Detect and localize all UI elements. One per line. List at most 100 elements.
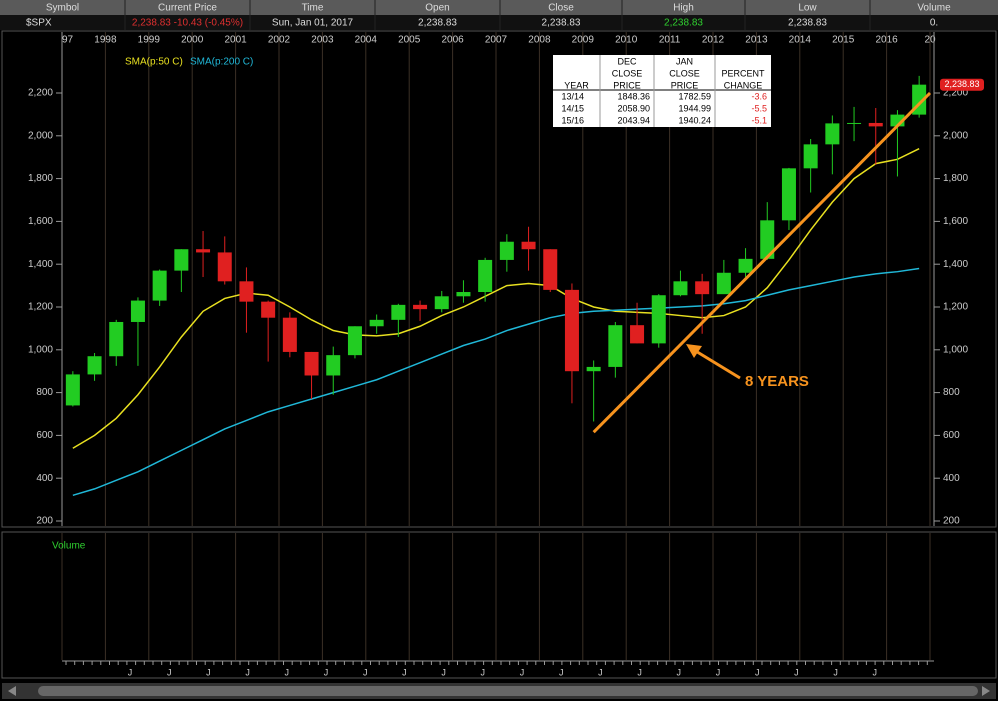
volume-tick-label: J — [873, 667, 878, 677]
x-tick-label: 1999 — [138, 35, 161, 46]
candle-body — [521, 241, 536, 250]
table-cell: -5.1 — [751, 115, 767, 125]
candle-body — [391, 304, 406, 320]
table-header: PERCENT — [721, 68, 765, 78]
header-bar — [0, 0, 998, 15]
x-tick-label: 2000 — [181, 35, 204, 46]
x-tick-label: 2009 — [572, 35, 595, 46]
header-value: 2,238.83 — [542, 18, 581, 29]
header-label: Open — [425, 3, 449, 14]
x-tick-label: 2005 — [398, 35, 421, 46]
y-tick-label-right: 2,200 — [943, 88, 968, 99]
trend-line — [592, 91, 932, 434]
y-tick-label-right: 1,800 — [943, 173, 968, 184]
table-header: CHANGE — [724, 80, 763, 90]
y-tick-label: 2,200 — [28, 88, 53, 99]
x-tick-label: 2011 — [659, 35, 681, 46]
volume-pane — [1, 531, 997, 679]
y-tick-label: 1,800 — [28, 173, 53, 184]
candle-body — [217, 252, 232, 282]
candle-body — [630, 325, 645, 344]
x-tick-label: 2004 — [355, 35, 378, 46]
table-cell: -3.6 — [751, 91, 767, 101]
price-pane — [1, 30, 997, 528]
x-tick-label: 2007 — [485, 35, 508, 46]
candle-body — [65, 374, 80, 406]
candle-body — [347, 326, 362, 356]
volume-tick-label: J — [677, 667, 682, 677]
y-tick-label: 800 — [36, 387, 53, 398]
table-header: PRICE — [671, 80, 699, 90]
volume-tick-label: J — [794, 667, 799, 677]
y-tick-label: 2,000 — [28, 130, 53, 141]
table-cell: 13/14 — [561, 91, 584, 101]
candle-body — [174, 249, 189, 271]
x-tick-label: 2012 — [702, 35, 725, 46]
table-cell: 2043.94 — [617, 115, 650, 125]
y-tick-label-right: 600 — [943, 430, 960, 441]
candle-body — [434, 296, 449, 310]
header-value: Sun, Jan 01, 2017 — [272, 18, 354, 29]
header-label: High — [673, 3, 694, 14]
legend-entry: SMA(p:200 C) — [190, 57, 253, 68]
candle-body — [109, 321, 124, 357]
candle-body — [152, 270, 167, 301]
y-tick-label: 600 — [36, 430, 53, 441]
table-cell: 2058.90 — [617, 103, 650, 113]
volume-tick-label: J — [716, 667, 721, 677]
y-tick-label-right: 200 — [943, 516, 960, 527]
table-cell: 1944.99 — [678, 103, 711, 113]
volume-tick-label: J — [324, 667, 329, 677]
table-header: PRICE — [613, 80, 641, 90]
candle-body — [499, 241, 514, 260]
sma-line — [72, 147, 920, 449]
header-value: 0. — [930, 18, 938, 29]
candle-body — [868, 122, 883, 127]
y-tick-label: 400 — [36, 473, 53, 484]
x-tick-label: 2016 — [875, 35, 898, 46]
x-tick-label: 2010 — [615, 35, 638, 46]
header-value: 2,238.83 — [664, 18, 703, 29]
header-value: $SPX — [26, 18, 52, 29]
table-header: JAN — [676, 56, 693, 66]
y-tick-label-right: 800 — [943, 387, 960, 398]
sma-line — [72, 267, 920, 497]
candle-body — [608, 325, 623, 367]
table-bg — [553, 55, 771, 127]
candle-body — [825, 123, 840, 145]
header-value: 2,238.83 — [418, 18, 457, 29]
scroll-right[interactable] — [982, 686, 990, 696]
header-label: Symbol — [46, 3, 79, 14]
volume-label: Volume — [52, 541, 86, 552]
x-tick-label: 2001 — [224, 35, 247, 46]
x-tick-label: 20 — [924, 35, 936, 46]
scroll-left[interactable] — [8, 686, 16, 696]
y-tick-label: 1,400 — [28, 259, 53, 270]
x-tick-label: 2015 — [832, 35, 855, 46]
y-tick-label-right: 1,000 — [943, 344, 968, 355]
volume-tick-label: J — [245, 667, 250, 677]
scroll-thumb[interactable] — [38, 686, 978, 696]
volume-tick-label: J — [285, 667, 290, 677]
volume-tick-label: J — [520, 667, 525, 677]
candle-body — [304, 351, 319, 376]
header-label: Time — [302, 3, 324, 14]
candle-body — [760, 220, 775, 259]
candle-body — [282, 317, 297, 352]
candle-body — [87, 356, 102, 375]
x-tick-label: 2006 — [441, 35, 464, 46]
candle-body — [369, 319, 384, 327]
annotation-arrow — [693, 348, 741, 380]
volume-tick-label: J — [441, 667, 446, 677]
candle-body — [239, 281, 254, 302]
volume-tick-label: J — [167, 667, 172, 677]
candle-body — [847, 122, 862, 124]
candle-body — [261, 301, 276, 318]
table-header: CLOSE — [612, 68, 643, 78]
table-cell: 15/16 — [561, 115, 584, 125]
candle-body — [326, 355, 341, 376]
header-label: Current Price — [158, 3, 217, 14]
candle-body — [651, 295, 666, 344]
candle-body — [543, 249, 558, 290]
